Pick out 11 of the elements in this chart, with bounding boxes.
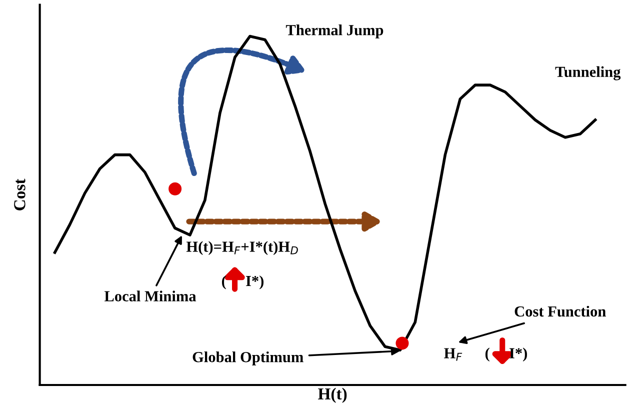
annotation: H(t)=H$_{F}$+I*(t)H$_{D}$	[186, 241, 298, 255]
annotation: ( I*)	[222, 275, 264, 290]
annotation: Cost Function	[514, 306, 606, 317]
annotation: ( I*)	[485, 348, 527, 362]
y-axis-title: Cost	[14, 178, 26, 210]
annotation: Global Optimum	[192, 351, 304, 366]
annotation: H$_{F}$	[444, 348, 462, 361]
annotation: Tunneling	[555, 66, 621, 80]
annotation: Thermal Jump	[286, 24, 384, 38]
x-axis-title: H(t)	[318, 388, 347, 403]
annotation: Local Minima	[104, 290, 196, 302]
